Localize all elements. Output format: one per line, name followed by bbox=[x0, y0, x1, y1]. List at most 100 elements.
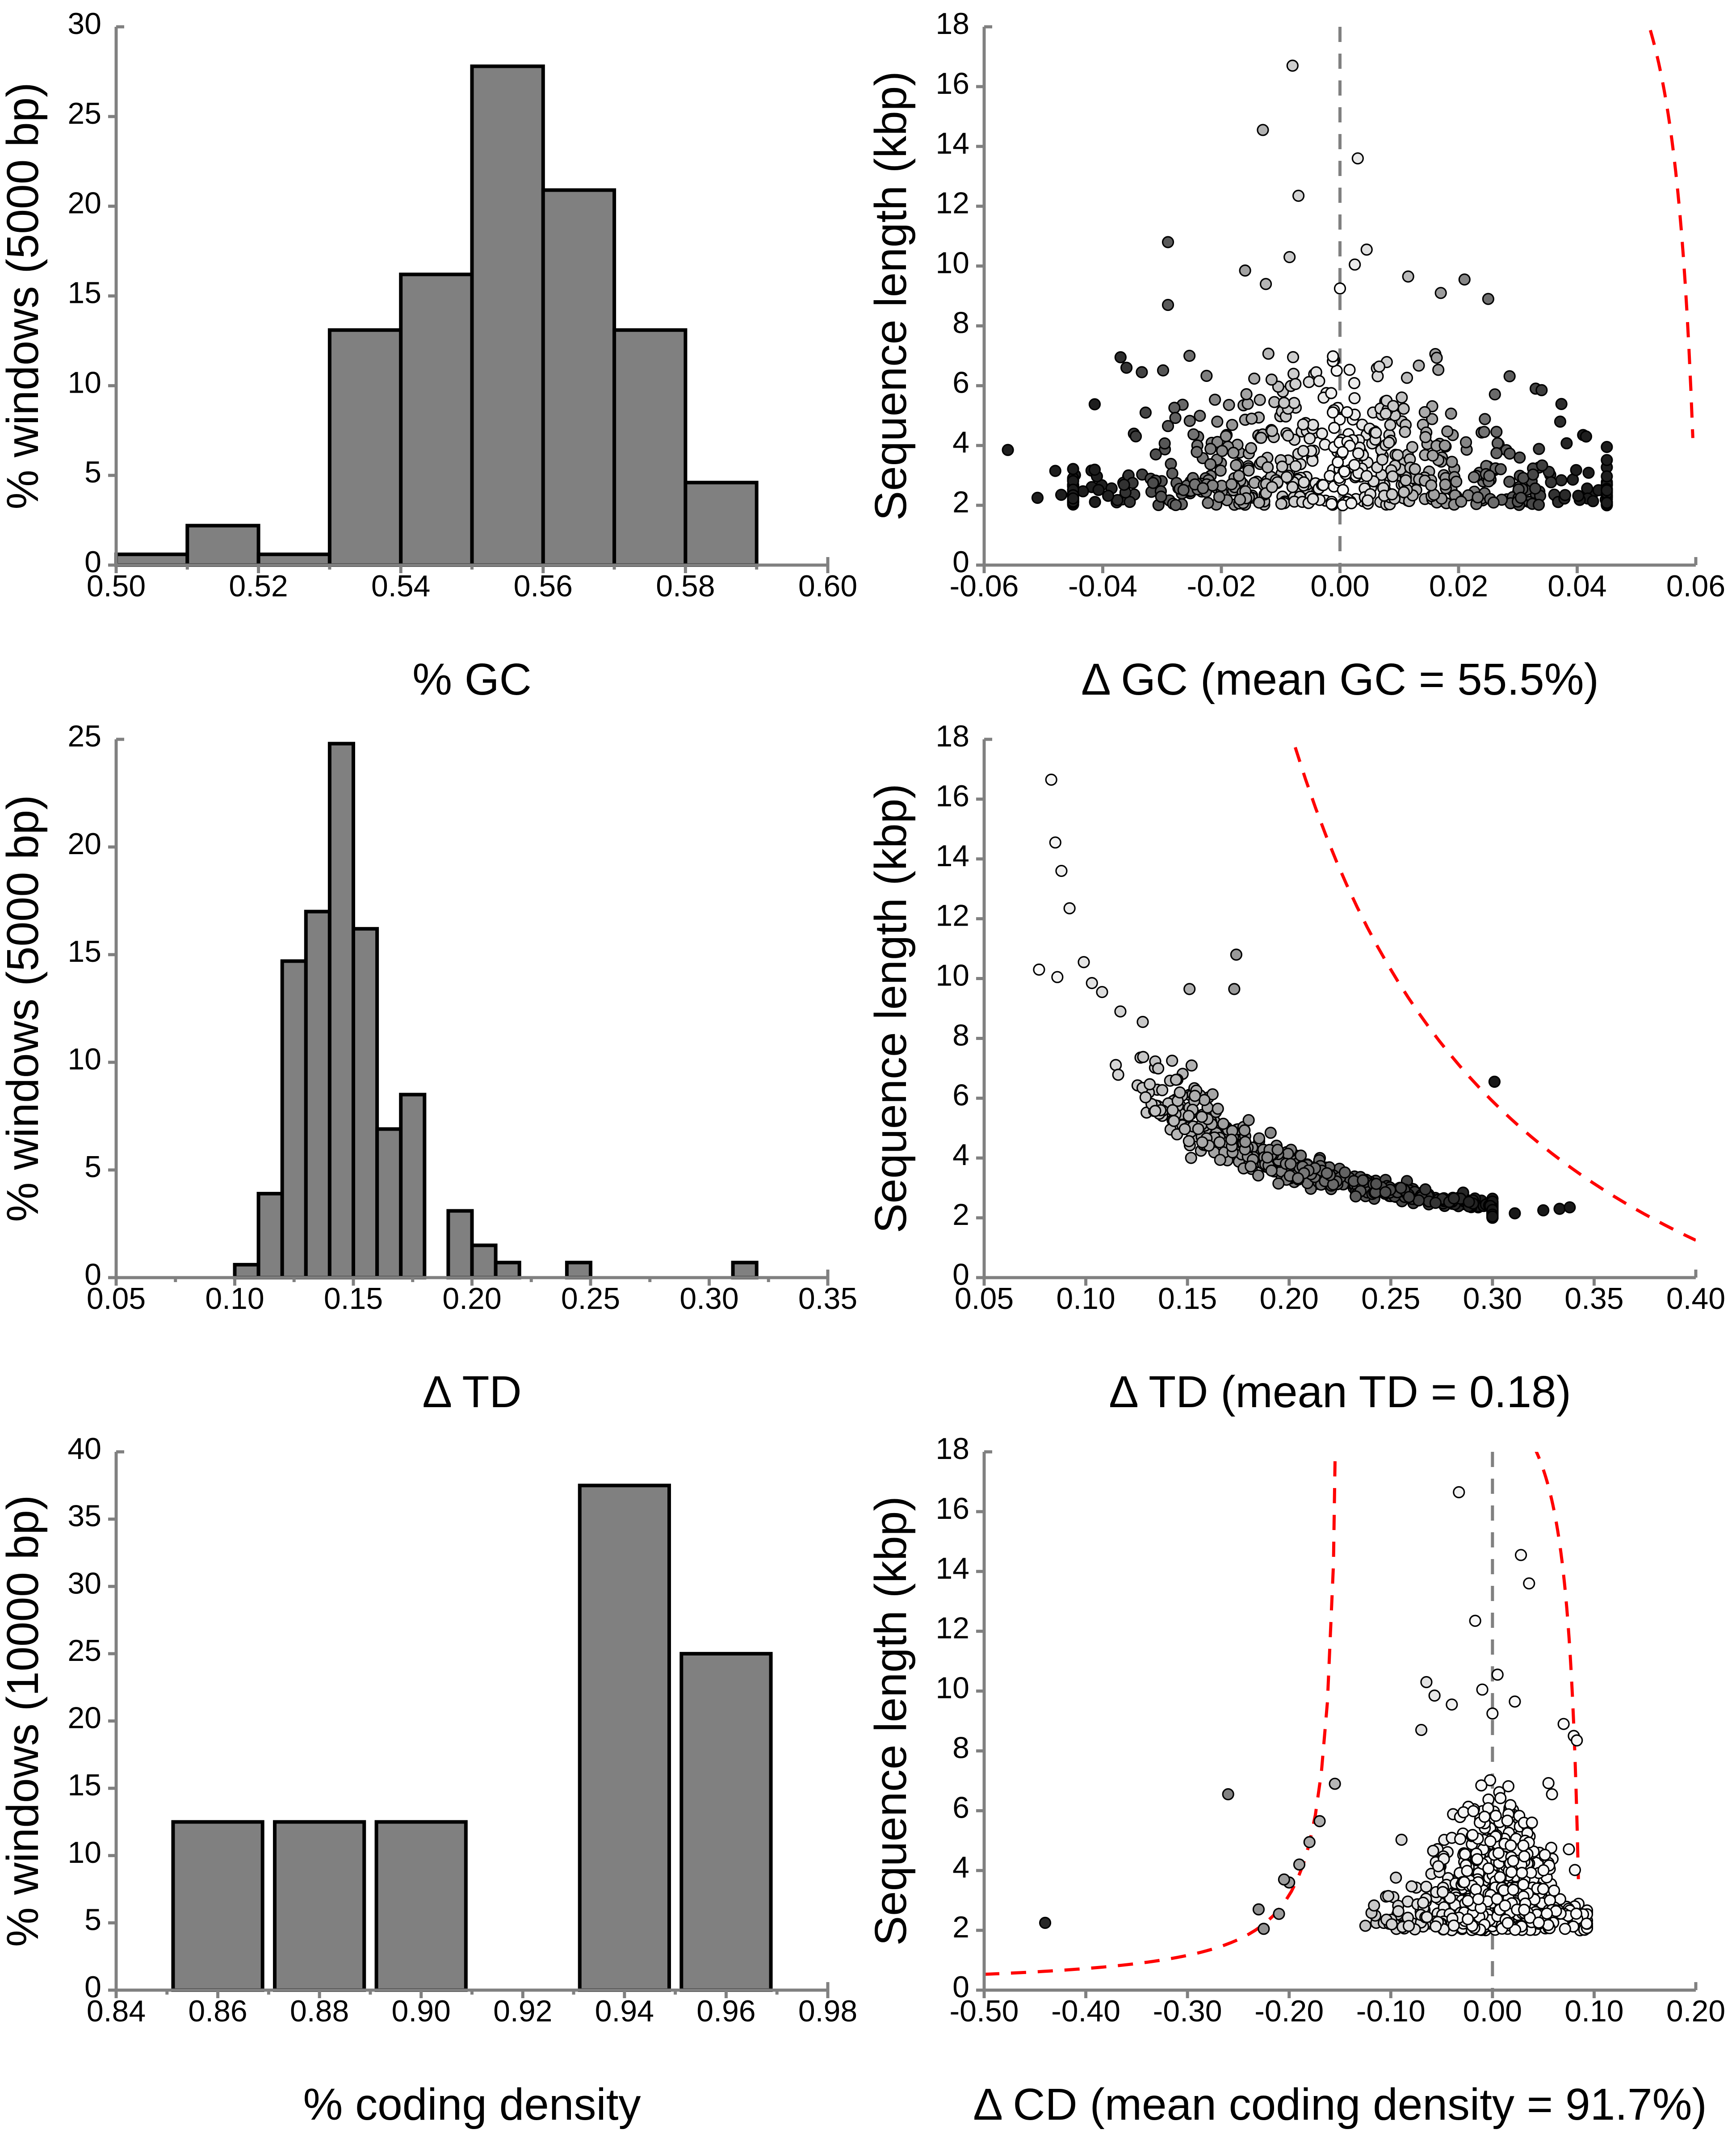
svg-text:16: 16 bbox=[935, 779, 969, 813]
svg-text:0.40: 0.40 bbox=[1666, 1282, 1725, 1316]
svg-text:Δ TD (mean TD = 0.18): Δ TD (mean TD = 0.18) bbox=[1109, 1367, 1571, 1417]
svg-text:14: 14 bbox=[935, 839, 969, 873]
svg-text:0.00: 0.00 bbox=[1310, 569, 1369, 603]
svg-text:-0.04: -0.04 bbox=[1068, 569, 1137, 603]
svg-text:10: 10 bbox=[935, 246, 969, 280]
svg-text:-0.10: -0.10 bbox=[1356, 1994, 1426, 2028]
svg-text:25: 25 bbox=[67, 96, 101, 130]
svg-text:0.04: 0.04 bbox=[1547, 569, 1606, 603]
svg-text:30: 30 bbox=[67, 1566, 101, 1600]
svg-text:16: 16 bbox=[935, 1492, 969, 1526]
svg-text:Δ TD: Δ TD bbox=[422, 1367, 521, 1417]
svg-text:-0.02: -0.02 bbox=[1187, 569, 1256, 603]
svg-text:0.35: 0.35 bbox=[1564, 1282, 1623, 1316]
svg-text:2: 2 bbox=[952, 1198, 969, 1232]
svg-text:0.50: 0.50 bbox=[87, 569, 146, 603]
svg-text:-0.06: -0.06 bbox=[950, 569, 1019, 603]
svg-text:0.15: 0.15 bbox=[324, 1282, 383, 1316]
svg-text:Sequence length (kbp): Sequence length (kbp) bbox=[868, 784, 916, 1233]
svg-text:0.25: 0.25 bbox=[561, 1282, 620, 1316]
svg-text:8: 8 bbox=[952, 1018, 969, 1052]
svg-text:20: 20 bbox=[67, 186, 101, 220]
svg-text:% windows (10000 bp): % windows (10000 bp) bbox=[0, 1495, 48, 1947]
svg-text:% windows (5000 bp): % windows (5000 bp) bbox=[0, 795, 48, 1222]
svg-text:0.20: 0.20 bbox=[1260, 1282, 1319, 1316]
svg-text:12: 12 bbox=[935, 899, 969, 933]
svg-text:0.30: 0.30 bbox=[1463, 1282, 1522, 1316]
svg-text:-0.20: -0.20 bbox=[1254, 1994, 1324, 2028]
svg-text:2: 2 bbox=[952, 485, 969, 519]
svg-text:% GC: % GC bbox=[412, 654, 532, 704]
svg-text:0.10: 0.10 bbox=[205, 1282, 264, 1316]
svg-text:10: 10 bbox=[67, 1836, 101, 1870]
svg-text:18: 18 bbox=[935, 1432, 969, 1466]
svg-text:5: 5 bbox=[84, 1903, 101, 1937]
svg-text:0.54: 0.54 bbox=[371, 569, 430, 603]
svg-text:0.25: 0.25 bbox=[1361, 1282, 1420, 1316]
svg-text:-0.40: -0.40 bbox=[1051, 1994, 1120, 2028]
svg-text:0.05: 0.05 bbox=[955, 1282, 1014, 1316]
svg-text:0.00: 0.00 bbox=[1463, 1994, 1522, 2028]
svg-text:0.10: 0.10 bbox=[1056, 1282, 1115, 1316]
svg-text:0.52: 0.52 bbox=[229, 569, 288, 603]
svg-text:0.05: 0.05 bbox=[87, 1282, 146, 1316]
svg-text:0.94: 0.94 bbox=[595, 1994, 654, 2028]
svg-text:% windows (5000 bp): % windows (5000 bp) bbox=[0, 82, 48, 509]
svg-text:35: 35 bbox=[67, 1499, 101, 1533]
svg-text:-0.30: -0.30 bbox=[1153, 1994, 1222, 2028]
svg-text:0.10: 0.10 bbox=[1564, 1994, 1623, 2028]
svg-text:8: 8 bbox=[952, 306, 969, 340]
svg-text:10: 10 bbox=[67, 1042, 101, 1076]
svg-text:20: 20 bbox=[67, 827, 101, 861]
svg-text:20: 20 bbox=[67, 1701, 101, 1735]
svg-text:Δ GC (mean GC = 55.5%): Δ GC (mean GC = 55.5%) bbox=[1081, 654, 1599, 704]
svg-text:12: 12 bbox=[935, 1611, 969, 1645]
svg-text:0.06: 0.06 bbox=[1666, 569, 1725, 603]
svg-text:25: 25 bbox=[67, 1634, 101, 1668]
svg-text:0.20: 0.20 bbox=[442, 1282, 501, 1316]
svg-text:0.58: 0.58 bbox=[656, 569, 715, 603]
svg-text:5: 5 bbox=[84, 455, 101, 489]
svg-text:4: 4 bbox=[952, 1138, 969, 1172]
svg-text:0.86: 0.86 bbox=[188, 1994, 247, 2028]
svg-text:0.20: 0.20 bbox=[1666, 1994, 1725, 2028]
svg-text:18: 18 bbox=[935, 719, 969, 753]
svg-text:18: 18 bbox=[935, 7, 969, 41]
svg-text:6: 6 bbox=[952, 1790, 969, 1824]
svg-text:% coding density: % coding density bbox=[303, 2079, 641, 2130]
svg-text:15: 15 bbox=[67, 276, 101, 310]
svg-text:Sequence length (kbp): Sequence length (kbp) bbox=[868, 71, 916, 520]
svg-text:0.98: 0.98 bbox=[798, 1994, 857, 2028]
svg-text:2: 2 bbox=[952, 1910, 969, 1944]
svg-text:6: 6 bbox=[952, 365, 969, 399]
svg-text:0.02: 0.02 bbox=[1429, 569, 1488, 603]
svg-text:8: 8 bbox=[952, 1731, 969, 1765]
svg-text:10: 10 bbox=[67, 365, 101, 399]
svg-text:0.56: 0.56 bbox=[514, 569, 573, 603]
svg-text:4: 4 bbox=[952, 1850, 969, 1884]
svg-text:0.30: 0.30 bbox=[679, 1282, 738, 1316]
svg-text:0.15: 0.15 bbox=[1158, 1282, 1217, 1316]
svg-text:15: 15 bbox=[67, 935, 101, 968]
svg-text:-0.50: -0.50 bbox=[950, 1994, 1019, 2028]
svg-text:5: 5 bbox=[84, 1150, 101, 1184]
svg-text:12: 12 bbox=[935, 186, 969, 220]
svg-text:14: 14 bbox=[935, 1551, 969, 1585]
svg-text:0.35: 0.35 bbox=[798, 1282, 857, 1316]
svg-text:0.96: 0.96 bbox=[696, 1994, 755, 2028]
svg-text:25: 25 bbox=[67, 719, 101, 753]
svg-text:10: 10 bbox=[935, 1671, 969, 1705]
svg-text:40: 40 bbox=[67, 1432, 101, 1466]
svg-text:0.84: 0.84 bbox=[87, 1994, 146, 2028]
svg-text:0.60: 0.60 bbox=[798, 569, 857, 603]
svg-text:4: 4 bbox=[952, 425, 969, 459]
svg-text:14: 14 bbox=[935, 126, 969, 160]
svg-text:10: 10 bbox=[935, 959, 969, 993]
svg-text:0.88: 0.88 bbox=[290, 1994, 349, 2028]
svg-text:16: 16 bbox=[935, 67, 969, 101]
svg-text:0.92: 0.92 bbox=[493, 1994, 552, 2028]
svg-text:Δ CD (mean coding density = 91: Δ CD (mean coding density = 91.7%) bbox=[973, 2079, 1707, 2130]
svg-text:6: 6 bbox=[952, 1078, 969, 1112]
svg-text:15: 15 bbox=[67, 1768, 101, 1802]
svg-text:0.90: 0.90 bbox=[392, 1994, 451, 2028]
